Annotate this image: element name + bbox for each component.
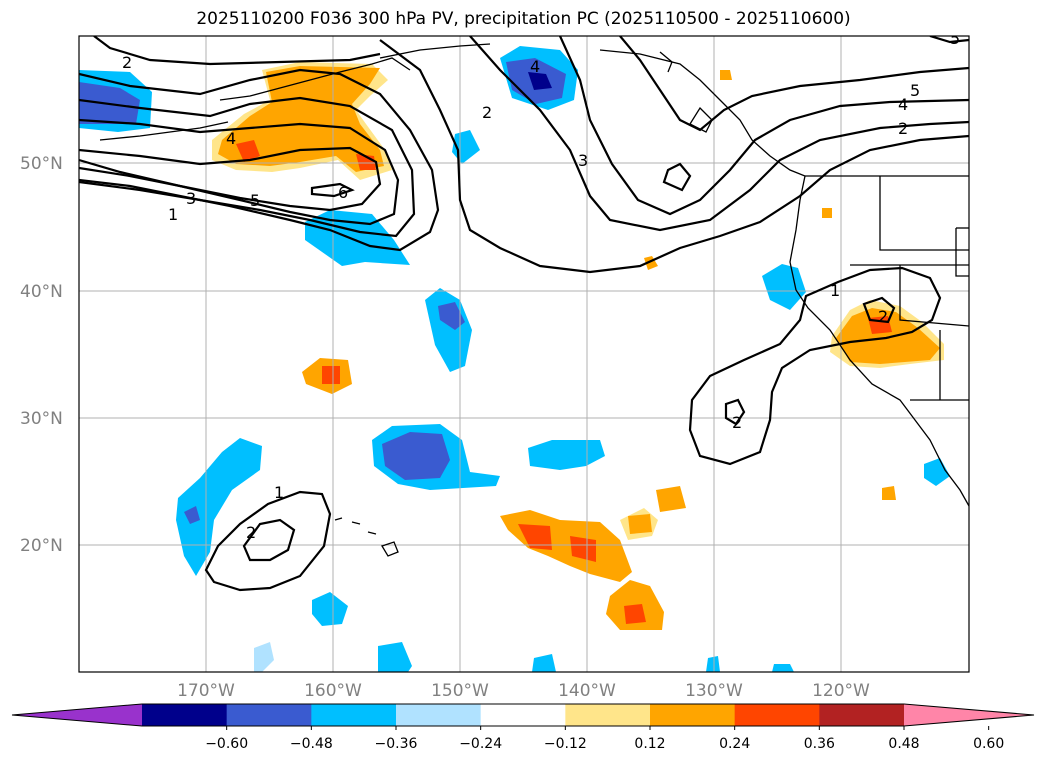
colorbar-tick-label: 0.36 xyxy=(804,736,835,752)
lat-label: 30°N xyxy=(20,409,63,429)
colorbar-tick-label: −0.24 xyxy=(459,736,502,752)
latitude-labels: 50°N 40°N 30°N 20°N xyxy=(20,154,63,556)
pv-contours xyxy=(79,36,969,592)
colorbar-extend-high xyxy=(904,704,1034,726)
contour-label: 2 xyxy=(732,413,742,432)
colorbar-swatch xyxy=(311,704,397,726)
lon-label: 140°W xyxy=(558,681,616,701)
contour-label: 6 xyxy=(338,183,348,202)
colorbar-swatch xyxy=(565,704,651,726)
map-area: 2 4 2 3 5 4 5 2 4 3 5 6 1 1 2 2 1 2 xyxy=(79,29,969,672)
lat-label: 40°N xyxy=(20,282,63,302)
contour-label: 5 xyxy=(910,81,920,100)
lon-label: 170°W xyxy=(177,681,235,701)
lon-label: 120°W xyxy=(812,681,870,701)
contour-label: 4 xyxy=(530,57,540,76)
contour-label: 2 xyxy=(878,307,888,326)
contour-label: 3 xyxy=(578,151,588,170)
contour-label: 5 xyxy=(250,191,260,210)
colorbar-swatch xyxy=(142,704,228,726)
lon-label: 160°W xyxy=(304,681,362,701)
colorbar-tick-label: 0.24 xyxy=(719,736,750,752)
lat-label: 50°N xyxy=(20,154,63,174)
colorbar-swatch xyxy=(226,704,312,726)
colorbar-tick-label: −0.12 xyxy=(544,736,587,752)
colorbar-outline xyxy=(11,703,1035,727)
contour-label: 4 xyxy=(226,129,236,148)
contour-label: 1 xyxy=(168,205,178,224)
colorbar-swatch xyxy=(480,704,566,726)
colorbar-tick-label: −0.48 xyxy=(290,736,333,752)
colorbar: −0.60 −0.48 −0.36 −0.24 −0.12 0.12 0.24 0.36 0.4… xyxy=(11,703,1035,752)
colorbar-swatch xyxy=(819,704,905,726)
longitude-labels: 170°W 160°W 150°W 140°W 130°W 120°W xyxy=(177,681,870,701)
colorbar-extend-low xyxy=(12,704,142,726)
contour-label: 2 xyxy=(482,103,492,122)
colorbar-swatch xyxy=(396,704,482,726)
contour-label: 5 xyxy=(950,29,960,48)
lon-label: 150°W xyxy=(431,681,489,701)
positive-precip-shading xyxy=(212,62,944,630)
colorbar-tick-label: 0.60 xyxy=(973,736,1004,752)
contour-label: 1 xyxy=(830,281,840,300)
contour-label: 2 xyxy=(898,119,908,138)
map-title: 2025110200 F036 300 hPa PV, precipitatio… xyxy=(196,9,851,29)
lon-label: 130°W xyxy=(685,681,743,701)
contour-label: 1 xyxy=(274,483,284,502)
colorbar-swatch xyxy=(650,704,736,726)
map-frame xyxy=(78,35,970,673)
graticule xyxy=(79,36,969,672)
colorbar-tick-label: 0.12 xyxy=(634,736,665,752)
hawaiian-islands xyxy=(334,517,399,557)
contour-label: 3 xyxy=(186,189,196,208)
contour-label: 2 xyxy=(246,523,256,542)
colorbar-tick-label: 0.48 xyxy=(888,736,919,752)
colorbar-tick-label: −0.60 xyxy=(205,736,248,752)
colorbar-swatch xyxy=(734,704,820,726)
contour-labels: 2 4 2 3 5 4 5 2 4 3 5 6 1 1 2 2 1 2 xyxy=(122,29,960,542)
colorbar-tick-label: −0.36 xyxy=(375,736,418,752)
contour-label: 2 xyxy=(122,53,132,72)
lat-label: 20°N xyxy=(20,536,63,556)
contour-label: 4 xyxy=(898,95,908,114)
